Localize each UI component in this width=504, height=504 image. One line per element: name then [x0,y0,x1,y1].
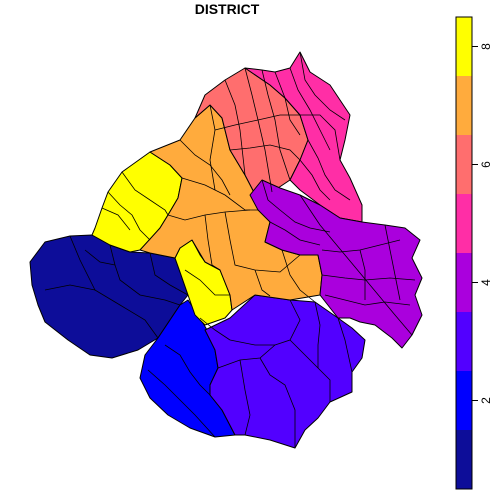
legend-swatch-5 [456,194,472,253]
legend-color-bar [456,17,472,489]
legend-tick-label: 6 [479,161,493,168]
legend-frame [455,16,473,490]
color-legend: 2 4 6 8 [455,16,493,490]
legend-swatch-7 [456,76,472,135]
district-4-region [249,179,423,349]
legend-swatch-1 [456,430,472,489]
district-5-region [244,51,363,223]
legend-axis: 2 4 6 8 [472,43,493,404]
district-3-region [204,294,366,449]
legend-tick-label: 2 [479,397,493,404]
legend-swatch-4 [456,253,472,312]
precinct-boundaries [44,51,416,448]
legend-tick-label: 4 [479,279,493,286]
legend-tick-label: 8 [479,43,493,50]
legend-swatch-6 [456,135,472,194]
district-regions [29,51,423,449]
legend-swatch-3 [456,312,472,371]
map-title: DISTRICT [195,1,260,17]
legend-swatch-2 [456,371,472,430]
legend-swatch-8 [456,17,472,76]
